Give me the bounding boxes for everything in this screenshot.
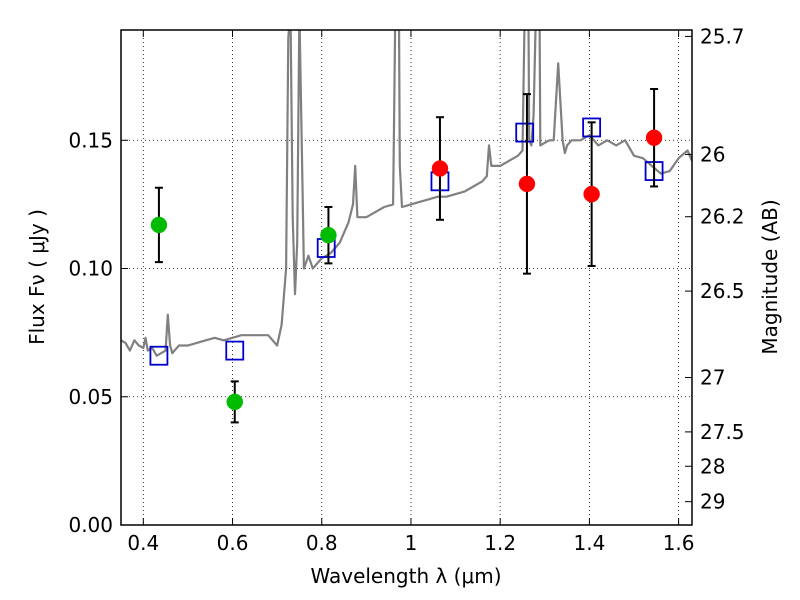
y-tick-label: 0.10 bbox=[68, 257, 113, 281]
y-tick-label: 0.05 bbox=[68, 385, 113, 409]
x-tick-label: 0.4 bbox=[127, 531, 159, 555]
y2-axis-title: Magnitude (AB) bbox=[758, 199, 782, 354]
observed-green-point bbox=[320, 226, 337, 244]
y2-tick-label: 27.5 bbox=[700, 420, 745, 444]
grid-lines bbox=[121, 30, 692, 525]
spectrum-line bbox=[121, 30, 692, 357]
x-tick-label: 0.6 bbox=[217, 531, 249, 555]
y2-tick-label: 26 bbox=[700, 142, 725, 166]
observed-red-point bbox=[431, 160, 449, 177]
x-tick-label: 1.6 bbox=[663, 531, 695, 555]
y2-tick-label: 26.5 bbox=[700, 279, 745, 303]
x-tick-label: 0.8 bbox=[306, 531, 338, 555]
observed-green-point bbox=[226, 393, 244, 411]
observed-red-point bbox=[518, 175, 536, 193]
x-tick-label: 1.4 bbox=[573, 531, 605, 555]
x-tick-label: 1 bbox=[405, 531, 418, 555]
y-axis: 0.00 0.05 0.10 0.15 bbox=[68, 128, 128, 537]
x-axis: 0.4 0.6 0.8 1 1.2 1.4 1.6 bbox=[127, 30, 695, 555]
y2-tick-label: 28 bbox=[700, 454, 725, 478]
plot-data bbox=[121, 30, 692, 424]
model-photometry-point bbox=[515, 122, 535, 143]
model-photometry-point bbox=[149, 345, 169, 366]
y2-tick-label: 27 bbox=[700, 366, 725, 390]
secondary-y-axis: 25.7 26 26.2 26.5 27 27.5 28 29 bbox=[685, 24, 745, 514]
model-photometry-point bbox=[225, 340, 245, 361]
observed-red-point bbox=[583, 185, 600, 203]
y2-tick-label: 26.2 bbox=[700, 205, 745, 229]
observed-green-point bbox=[150, 216, 168, 234]
x-axis-title: Wavelength λ (μm) bbox=[310, 564, 501, 588]
x-tick-label: 1.2 bbox=[484, 531, 516, 555]
y-tick-label: 0.15 bbox=[68, 128, 113, 152]
y-tick-label: 0.00 bbox=[68, 513, 113, 537]
y-axis-title: Flux Fν ( μJy ) bbox=[25, 209, 49, 345]
y2-tick-label: 25.7 bbox=[700, 24, 745, 48]
observed-red-point bbox=[645, 129, 663, 146]
plot-frame bbox=[120, 29, 693, 526]
y2-tick-label: 29 bbox=[700, 490, 725, 514]
